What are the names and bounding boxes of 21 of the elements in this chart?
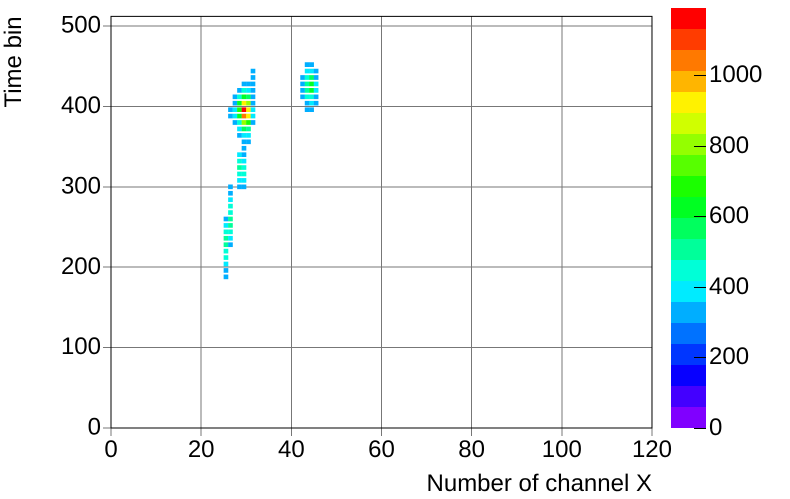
color-bar-label: 1000 <box>709 61 762 90</box>
x-tick-label: 60 <box>368 436 395 464</box>
color-bar-label: 0 <box>709 414 722 442</box>
x-tick-label: 120 <box>632 436 672 464</box>
y-tick-label: 500 <box>60 12 101 39</box>
x-axis-title: Number of channel X <box>426 470 652 498</box>
y-tick-label: 400 <box>60 92 101 120</box>
x-tick-label: 40 <box>278 436 305 464</box>
x-tick-label: 80 <box>458 436 486 464</box>
y-tick-label: 200 <box>60 252 101 280</box>
y-tick-label: 300 <box>60 172 101 200</box>
color-bar-label: 200 <box>709 343 750 372</box>
y-axis-title: Time bin <box>0 16 28 108</box>
color-bar-label: 400 <box>709 272 750 301</box>
x-tick-label: 0 <box>104 436 118 464</box>
color-bar-label: 600 <box>709 202 750 230</box>
x-tick-label: 100 <box>542 436 582 464</box>
y-tick-label: 0 <box>88 414 101 441</box>
y-tick-label: 100 <box>60 333 101 360</box>
color-bar-label: 800 <box>709 132 750 160</box>
x-tick-label: 20 <box>188 436 215 464</box>
